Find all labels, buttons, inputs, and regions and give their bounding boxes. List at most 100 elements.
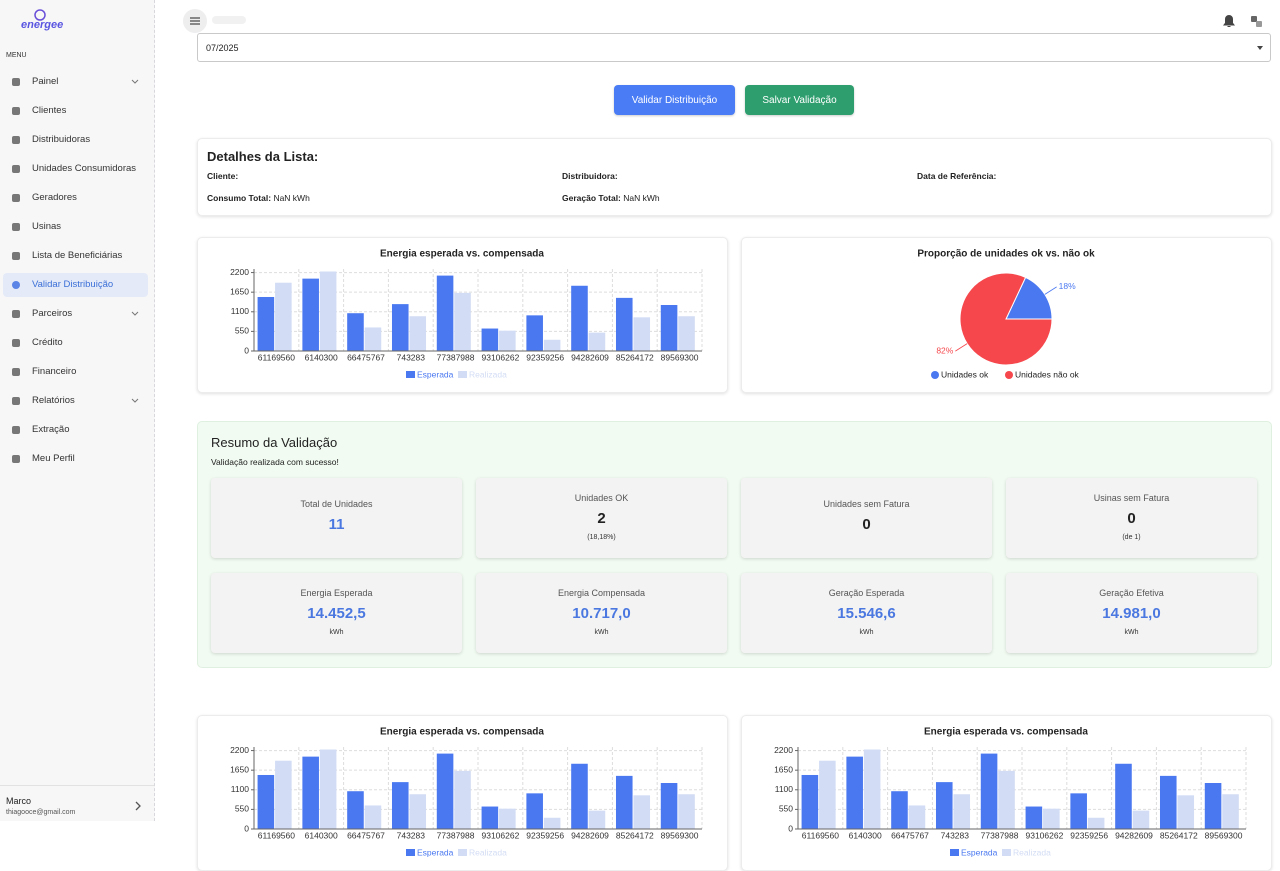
menu-label: Clientes [32, 105, 67, 116]
bar [571, 285, 588, 351]
legend-swatch [1005, 371, 1013, 379]
pie-chart-card: Proporção de unidades ok vs. não ok 18% 82… [741, 237, 1272, 393]
y-tick-label: 0 [244, 345, 249, 355]
notifications[interactable] [1223, 15, 1235, 27]
card-note: (18,18%) [587, 534, 616, 541]
bar [302, 756, 319, 829]
detail-label: Distribuidora: [562, 171, 618, 181]
x-tick-label: 92359256 [526, 830, 564, 840]
value-label: 18% [1059, 281, 1076, 291]
menu-item[interactable]: Unidades Consumidoras [3, 157, 148, 181]
x-tick-label: 743283 [397, 830, 426, 840]
menu-item[interactable]: Extração [3, 418, 148, 442]
chart: Energia esperada vs. compensada 0 550 1100 1… [230, 727, 703, 857]
menu-label: Unidades Consumidoras [32, 163, 137, 174]
top-bar [155, 0, 1280, 43]
chart-title: Energia esperada vs. compensada [924, 727, 1088, 738]
menu-item[interactable]: Distribuidoras [3, 128, 148, 152]
bar [678, 794, 695, 829]
menu-icon [12, 107, 20, 115]
bar [908, 805, 926, 829]
card-value: 11 [328, 516, 345, 533]
bar [1087, 817, 1105, 829]
bar [819, 760, 836, 829]
summary-title: Resumo da Validação [211, 435, 338, 450]
details-title: Detalhes da Lista: [207, 149, 319, 164]
menu-icon [12, 368, 20, 376]
bar [481, 328, 499, 351]
x-tick-label: 93106262 [481, 352, 519, 362]
menu-item[interactable]: Crédito [3, 331, 148, 355]
detail-field: Consumo Total: NaN kWh [207, 193, 310, 203]
y-tick-label: 2200 [774, 745, 793, 755]
card-label: Geração Efetiva [1099, 588, 1164, 598]
menu-item[interactable]: Parceiros [3, 302, 148, 326]
bar [1177, 795, 1195, 829]
card-label: Energia Compensada [557, 588, 646, 598]
y-tick-label: 2200 [230, 267, 249, 277]
chart: Energia esperada vs. compensada 0 550 1100 1… [774, 727, 1247, 857]
x-tick-label: 94282609 [571, 352, 609, 362]
x-tick-label: 85264172 [616, 352, 654, 362]
y-tick-label: 550 [235, 326, 249, 336]
menu-item[interactable]: Lista de Beneficiárias [3, 244, 148, 268]
legend-label: Realizada [469, 369, 507, 379]
detail-value: NaN kWh [623, 193, 660, 203]
x-tick-label: 66475767 [891, 830, 929, 840]
bar [863, 749, 881, 829]
bar [481, 806, 499, 829]
menu-item[interactable]: Validar Distribuição [3, 273, 148, 297]
apps[interactable] [1251, 16, 1262, 27]
bar [257, 774, 275, 829]
x-tick-label: 61169560 [802, 830, 839, 840]
menu-item[interactable]: Usinas [3, 215, 148, 239]
bar-chart-card: Energia esperada vs. compensada 0 550 1100 1… [197, 715, 728, 871]
menu-item[interactable]: Geradores [3, 186, 148, 210]
menu-label: Geradores [32, 192, 77, 203]
menu-icon [12, 252, 20, 260]
y-tick-label: 1100 [231, 784, 250, 794]
x-tick-label: 66475767 [347, 830, 385, 840]
menu-item[interactable]: Relatórios [3, 389, 148, 413]
logo: energee [21, 19, 64, 31]
legend-swatch [406, 371, 415, 378]
menu-label: Validar Distribuição [32, 279, 114, 290]
menu-icon [12, 455, 20, 463]
user-chevron[interactable] [132, 800, 144, 812]
menu-label: Painel [32, 76, 59, 87]
bar [454, 292, 471, 351]
period-value: 07/2025 [206, 43, 239, 53]
detail-label: Data de Referência: [917, 171, 997, 181]
legend-label: Realizada [469, 847, 507, 857]
x-tick-label: 92359256 [1070, 830, 1108, 840]
menu-item[interactable]: Financeiro [3, 360, 148, 384]
bar [588, 332, 606, 351]
x-tick-label: 61169560 [258, 352, 295, 362]
x-tick-label: 6140300 [305, 830, 338, 840]
legend-swatch [950, 849, 959, 856]
y-tick-label: 0 [244, 823, 249, 833]
menu-item[interactable]: Meu Perfil [3, 447, 148, 471]
bar [953, 794, 971, 829]
bar [364, 805, 382, 829]
bar [319, 271, 337, 351]
bar [1115, 763, 1132, 829]
summary-card: Energia Compensada 10.717,0 kWh [476, 573, 727, 653]
chart-title: Proporção de unidades ok vs. não ok [917, 249, 1095, 260]
user-name: Marco [6, 796, 32, 806]
x-tick-label: 89569300 [661, 830, 699, 840]
legend-swatch [931, 371, 939, 379]
validate-button[interactable]: Validar Distribuição [614, 85, 735, 115]
bar [998, 770, 1015, 829]
card-value: 15.546,6 [837, 605, 896, 622]
submenu-chevron [131, 398, 139, 403]
menu-item[interactable]: Painel [3, 70, 148, 94]
x-tick-label: 94282609 [1115, 830, 1153, 840]
detail-field: Cliente: [207, 171, 238, 181]
menu-label: Lista de Beneficiárias [32, 250, 123, 261]
save-button[interactable]: Salvar Validação [745, 85, 854, 115]
menu-item[interactable]: Clientes [3, 99, 148, 123]
bar [347, 791, 364, 829]
period-select[interactable]: 07/2025 [197, 33, 1271, 62]
